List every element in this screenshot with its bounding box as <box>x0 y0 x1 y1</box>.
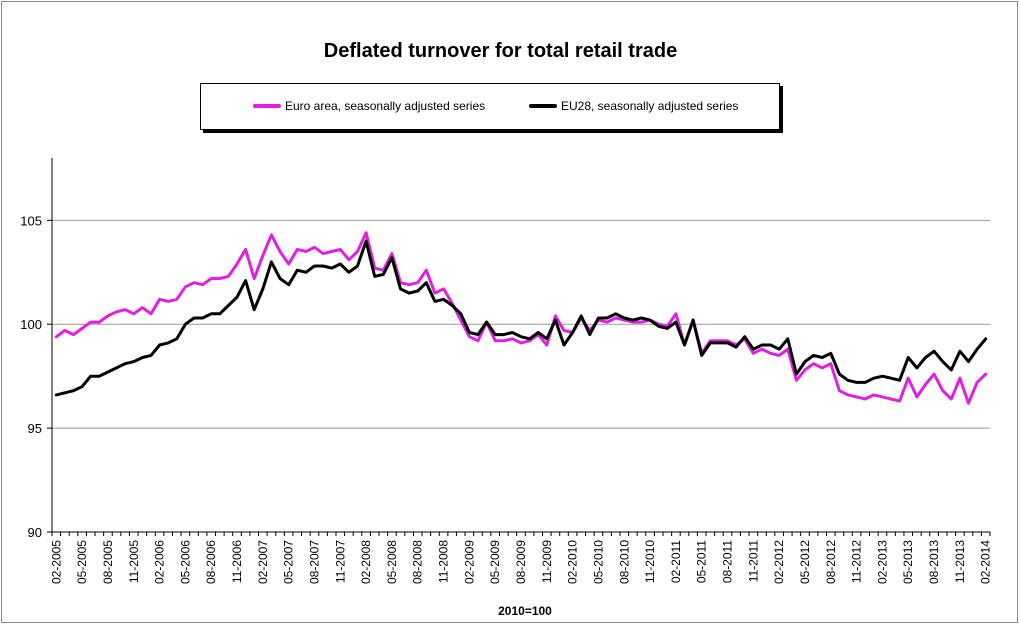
x-tick-label: 05-2012 <box>798 540 812 584</box>
x-tick-label: 02-2007 <box>256 540 270 584</box>
x-tick-label: 11-2010 <box>643 540 657 583</box>
x-tick-label: 02-2011 <box>669 540 683 583</box>
x-tick-label: 08-2005 <box>101 540 115 584</box>
x-tick-label: 05-2006 <box>178 540 192 584</box>
x-tick-label: 11-2008 <box>437 540 451 583</box>
y-tick-label: 105 <box>20 213 42 228</box>
x-tick-label: 05-2013 <box>901 540 915 584</box>
chart-title: Deflated turnover for total retail trade <box>323 40 678 62</box>
series-lines <box>54 231 988 405</box>
legend-swatch-eu28 <box>529 104 557 108</box>
legend-item-euro-area: Euro area, seasonally adjusted series <box>253 99 485 113</box>
y-tick-label: 90 <box>28 525 42 540</box>
series-line-1 <box>54 239 988 397</box>
y-tick-label: 100 <box>20 317 42 332</box>
x-axis-label: 2010=100 <box>498 604 552 618</box>
x-tick-label: 05-2009 <box>488 540 502 584</box>
x-tick-label: 08-2006 <box>204 540 218 584</box>
x-tick-label: 08-2009 <box>514 540 528 584</box>
x-tick-label: 05-2007 <box>282 540 296 584</box>
x-tick-label: 08-2012 <box>824 540 838 584</box>
legend-label-eu28: EU28, seasonally adjusted series <box>561 99 739 113</box>
x-tick-label: 11-2009 <box>540 540 554 583</box>
x-tick-label: 08-2010 <box>617 540 631 584</box>
x-tick-label: 08-2013 <box>927 540 941 584</box>
x-tick-label: 02-2014 <box>979 540 993 584</box>
chart-legend: Euro area, seasonally adjusted series EU… <box>200 83 780 130</box>
x-tick-label: 08-2007 <box>307 540 321 584</box>
x-tick-label: 11-2012 <box>850 540 864 583</box>
series-line-0 <box>54 231 988 405</box>
x-tick-label: 02-2008 <box>359 540 373 584</box>
x-tick-label: 11-2005 <box>127 540 141 583</box>
legend-swatch-euro-area <box>253 104 281 108</box>
legend-item-eu28: EU28, seasonally adjusted series <box>529 99 738 113</box>
x-tick-label: 08-2008 <box>411 540 425 584</box>
x-tick-label: 11-2006 <box>230 540 244 583</box>
x-tick-label: 05-2005 <box>75 540 89 584</box>
x-tick-label: 08-2011 <box>721 540 735 583</box>
x-tick-label: 05-2011 <box>695 540 709 583</box>
x-tick-label: 02-2012 <box>772 540 786 584</box>
y-tick-labels: 90 95 100 105 <box>20 213 42 540</box>
x-tick-label: 11-2013 <box>953 540 967 583</box>
x-tick-label: 11-2011 <box>746 540 760 583</box>
x-tick-label: 02-2009 <box>462 540 476 584</box>
x-tick-label: 05-2010 <box>591 540 605 584</box>
x-tick-label: 05-2008 <box>385 540 399 584</box>
x-tick-label: 11-2007 <box>333 540 347 583</box>
y-tick-label: 95 <box>28 421 42 436</box>
legend-label-euro-area: Euro area, seasonally adjusted series <box>285 99 486 113</box>
x-tick-label: 02-2013 <box>875 540 889 584</box>
x-tick-labels: 02-2005 05-2005 08-2005 11-2005 02-2006 05-20… <box>49 540 992 584</box>
x-tick-label: 02-2010 <box>566 540 580 584</box>
x-tick-label: 02-2005 <box>49 540 63 584</box>
x-tick-label: 02-2006 <box>153 540 167 584</box>
grid-lines <box>52 219 990 429</box>
axes <box>47 158 991 536</box>
